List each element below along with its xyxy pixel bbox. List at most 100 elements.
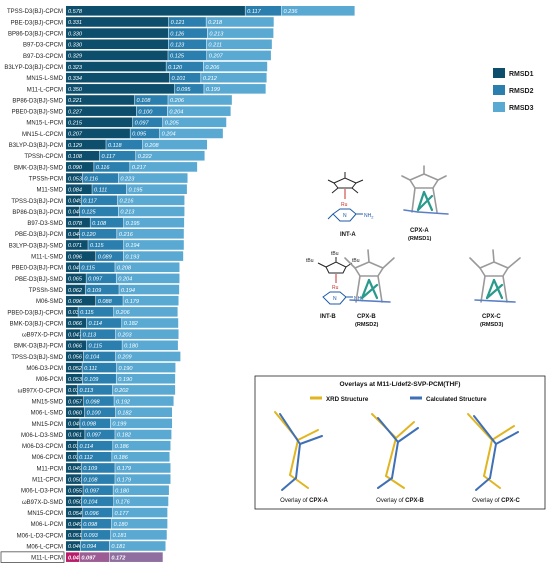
bar-38-rmsd2 bbox=[84, 429, 115, 440]
value-label-19-rmsd3: 0.195 bbox=[126, 221, 141, 227]
tbu-label-b1: tBu bbox=[306, 258, 314, 264]
value-label-13-rmsd1: 0.108 bbox=[68, 154, 83, 160]
cp-star-ring-a bbox=[327, 172, 364, 194]
value-label-05-rmsd1: 0.323 bbox=[68, 65, 83, 71]
value-label-26-rmsd3: 0.179 bbox=[125, 299, 139, 305]
pyridine-ring-a bbox=[327, 208, 363, 222]
value-label-40-rmsd3: 0.186 bbox=[114, 455, 129, 461]
value-label-15-rmsd2: 0.116 bbox=[84, 176, 98, 182]
overlay-caption-c: Overlay of CPX-C bbox=[472, 498, 520, 504]
value-label-06-rmsd2: 0.101 bbox=[172, 76, 186, 82]
bar-00-rmsd2 bbox=[245, 6, 282, 16]
value-label-05-rmsd2: 0.120 bbox=[168, 65, 183, 71]
row-label-04: B97-D3-CPCM bbox=[23, 54, 63, 60]
value-label-22-rmsd1: 0.096 bbox=[68, 254, 83, 260]
row-label-11: MN15-L-CPCM bbox=[22, 132, 63, 138]
value-label-11-rmsd2: 0.095 bbox=[132, 132, 147, 138]
row-label-30: BMK-D3(BJ)-PCM bbox=[14, 344, 63, 350]
overlay-title: Overlays at M11-L/def2-SVP-PCM(THF) bbox=[340, 381, 461, 388]
value-label-34-rmsd1: 0.037 bbox=[68, 388, 83, 394]
value-label-23-rmsd2: 0.115 bbox=[81, 265, 95, 271]
bar-03-rmsd1 bbox=[66, 39, 169, 50]
bar-12-rmsd2 bbox=[105, 139, 143, 150]
value-label-23-rmsd1: 0.043 bbox=[68, 265, 83, 271]
value-label-14-rmsd2: 0.116 bbox=[96, 165, 110, 171]
value-label-35-rmsd2: 0.098 bbox=[86, 399, 101, 405]
bar-18-rmsd2 bbox=[79, 206, 119, 217]
bar-09-rmsd1 bbox=[66, 106, 137, 116]
bar-24-rmsd3 bbox=[116, 273, 180, 284]
row-label-25: TPSSh-SMD bbox=[29, 288, 64, 294]
bar-09-rmsd2 bbox=[136, 106, 168, 116]
bar-01-rmsd3 bbox=[206, 17, 274, 27]
value-label-03-rmsd1: 0.330 bbox=[68, 42, 83, 48]
value-label-35-rmsd1: 0.057 bbox=[68, 399, 83, 405]
bar-31-rmsd3 bbox=[115, 351, 181, 362]
row-label-20: PBE-D3(BJ)-PCM bbox=[15, 232, 63, 238]
cpx-a-sublabel: (RMSD1) bbox=[408, 236, 431, 242]
bar-19-rmsd3 bbox=[123, 217, 185, 228]
value-label-19-rmsd2: 0.108 bbox=[92, 221, 107, 227]
value-label-20-rmsd1: 0.044 bbox=[68, 232, 82, 238]
value-label-08-rmsd2: 0.108 bbox=[137, 98, 152, 104]
bar-19-rmsd2 bbox=[90, 217, 124, 228]
bar-08-rmsd3 bbox=[167, 95, 232, 105]
row-label-00: TPSS-D3(BJ)-CPCM bbox=[7, 9, 63, 15]
bar-44-rmsd2 bbox=[81, 496, 114, 507]
value-label-22-rmsd3: 0.193 bbox=[125, 254, 140, 260]
value-label-38-rmsd2: 0.097 bbox=[87, 433, 102, 439]
value-label-16-rmsd1: 0.084 bbox=[68, 187, 82, 193]
bar-03-rmsd3 bbox=[206, 39, 272, 50]
value-label-30-rmsd2: 0.115 bbox=[88, 344, 102, 350]
bar-35-rmsd1 bbox=[66, 396, 84, 406]
value-label-28-rmsd2: 0.114 bbox=[88, 321, 102, 327]
value-label-08-rmsd1: 0.221 bbox=[68, 98, 82, 104]
bar-22-rmsd2 bbox=[95, 251, 124, 261]
row-label-40: M06-CPCM bbox=[32, 455, 63, 461]
value-label-07-rmsd2: 0.095 bbox=[177, 87, 192, 93]
pyridine-ring-b bbox=[322, 291, 353, 305]
value-label-49-rmsd1: 0.043 bbox=[68, 555, 83, 561]
value-label-20-rmsd2: 0.120 bbox=[82, 232, 97, 238]
row-label-27: PBE0-D3(BJ)-CPCM bbox=[7, 310, 63, 316]
bar-26-rmsd3 bbox=[123, 295, 179, 306]
value-label-10-rmsd3: 0.205 bbox=[165, 121, 180, 127]
row-label-21: B3LYP-D3(BJ)-SMD bbox=[9, 243, 64, 249]
bar-12-rmsd3 bbox=[142, 139, 208, 150]
value-label-24-rmsd2: 0.097 bbox=[88, 277, 103, 283]
value-label-03-rmsd2: 0.123 bbox=[170, 42, 185, 48]
value-label-14-rmsd3: 0.217 bbox=[132, 165, 147, 171]
value-label-04-rmsd1: 0.329 bbox=[68, 54, 82, 60]
value-label-16-rmsd3: 0.195 bbox=[128, 187, 143, 193]
value-label-18-rmsd1: 0.044 bbox=[68, 210, 82, 216]
bar-15-rmsd2 bbox=[82, 173, 119, 183]
bar-40-rmsd3 bbox=[111, 452, 170, 462]
value-label-13-rmsd3: 0.222 bbox=[138, 154, 153, 160]
bar-46-rmsd1 bbox=[66, 518, 82, 529]
row-label-41: M11-PCM bbox=[36, 466, 63, 472]
value-label-44-rmsd1: 0.050 bbox=[68, 500, 83, 506]
bar-11-rmsd3 bbox=[159, 128, 223, 139]
bar-18-rmsd1 bbox=[66, 206, 80, 217]
bar-37-rmsd1 bbox=[66, 418, 80, 429]
value-label-49-rmsd3: 0.172 bbox=[111, 555, 126, 561]
row-label-35: MN15-SMD bbox=[32, 399, 64, 405]
value-label-04-rmsd2: 0.125 bbox=[170, 54, 185, 60]
bar-26-rmsd1 bbox=[66, 295, 96, 306]
row-label-12: B3LYP-D3(BJ)-PCM bbox=[9, 143, 63, 149]
bar-44-rmsd3 bbox=[113, 496, 169, 507]
bar-39-rmsd1 bbox=[66, 440, 78, 451]
legend-label-xrd: XRD Structure bbox=[326, 396, 369, 403]
value-label-48-rmsd1: 0.046 bbox=[68, 544, 83, 550]
value-label-34-rmsd2: 0.113 bbox=[79, 388, 93, 394]
value-label-44-rmsd3: 0.176 bbox=[116, 500, 131, 506]
bar-02-rmsd2 bbox=[168, 28, 208, 38]
bar-20-rmsd3 bbox=[116, 229, 184, 239]
bar-27-rmsd1 bbox=[66, 307, 79, 317]
value-label-09-rmsd2: 0.100 bbox=[138, 109, 153, 115]
legend-label-rmsd1: RMSD1 bbox=[509, 71, 534, 78]
value-label-43-rmsd3: 0.180 bbox=[115, 488, 130, 494]
n-atom-label-b: N bbox=[333, 296, 337, 302]
bar-05-rmsd3 bbox=[203, 61, 268, 72]
bar-47-rmsd3 bbox=[110, 530, 167, 540]
